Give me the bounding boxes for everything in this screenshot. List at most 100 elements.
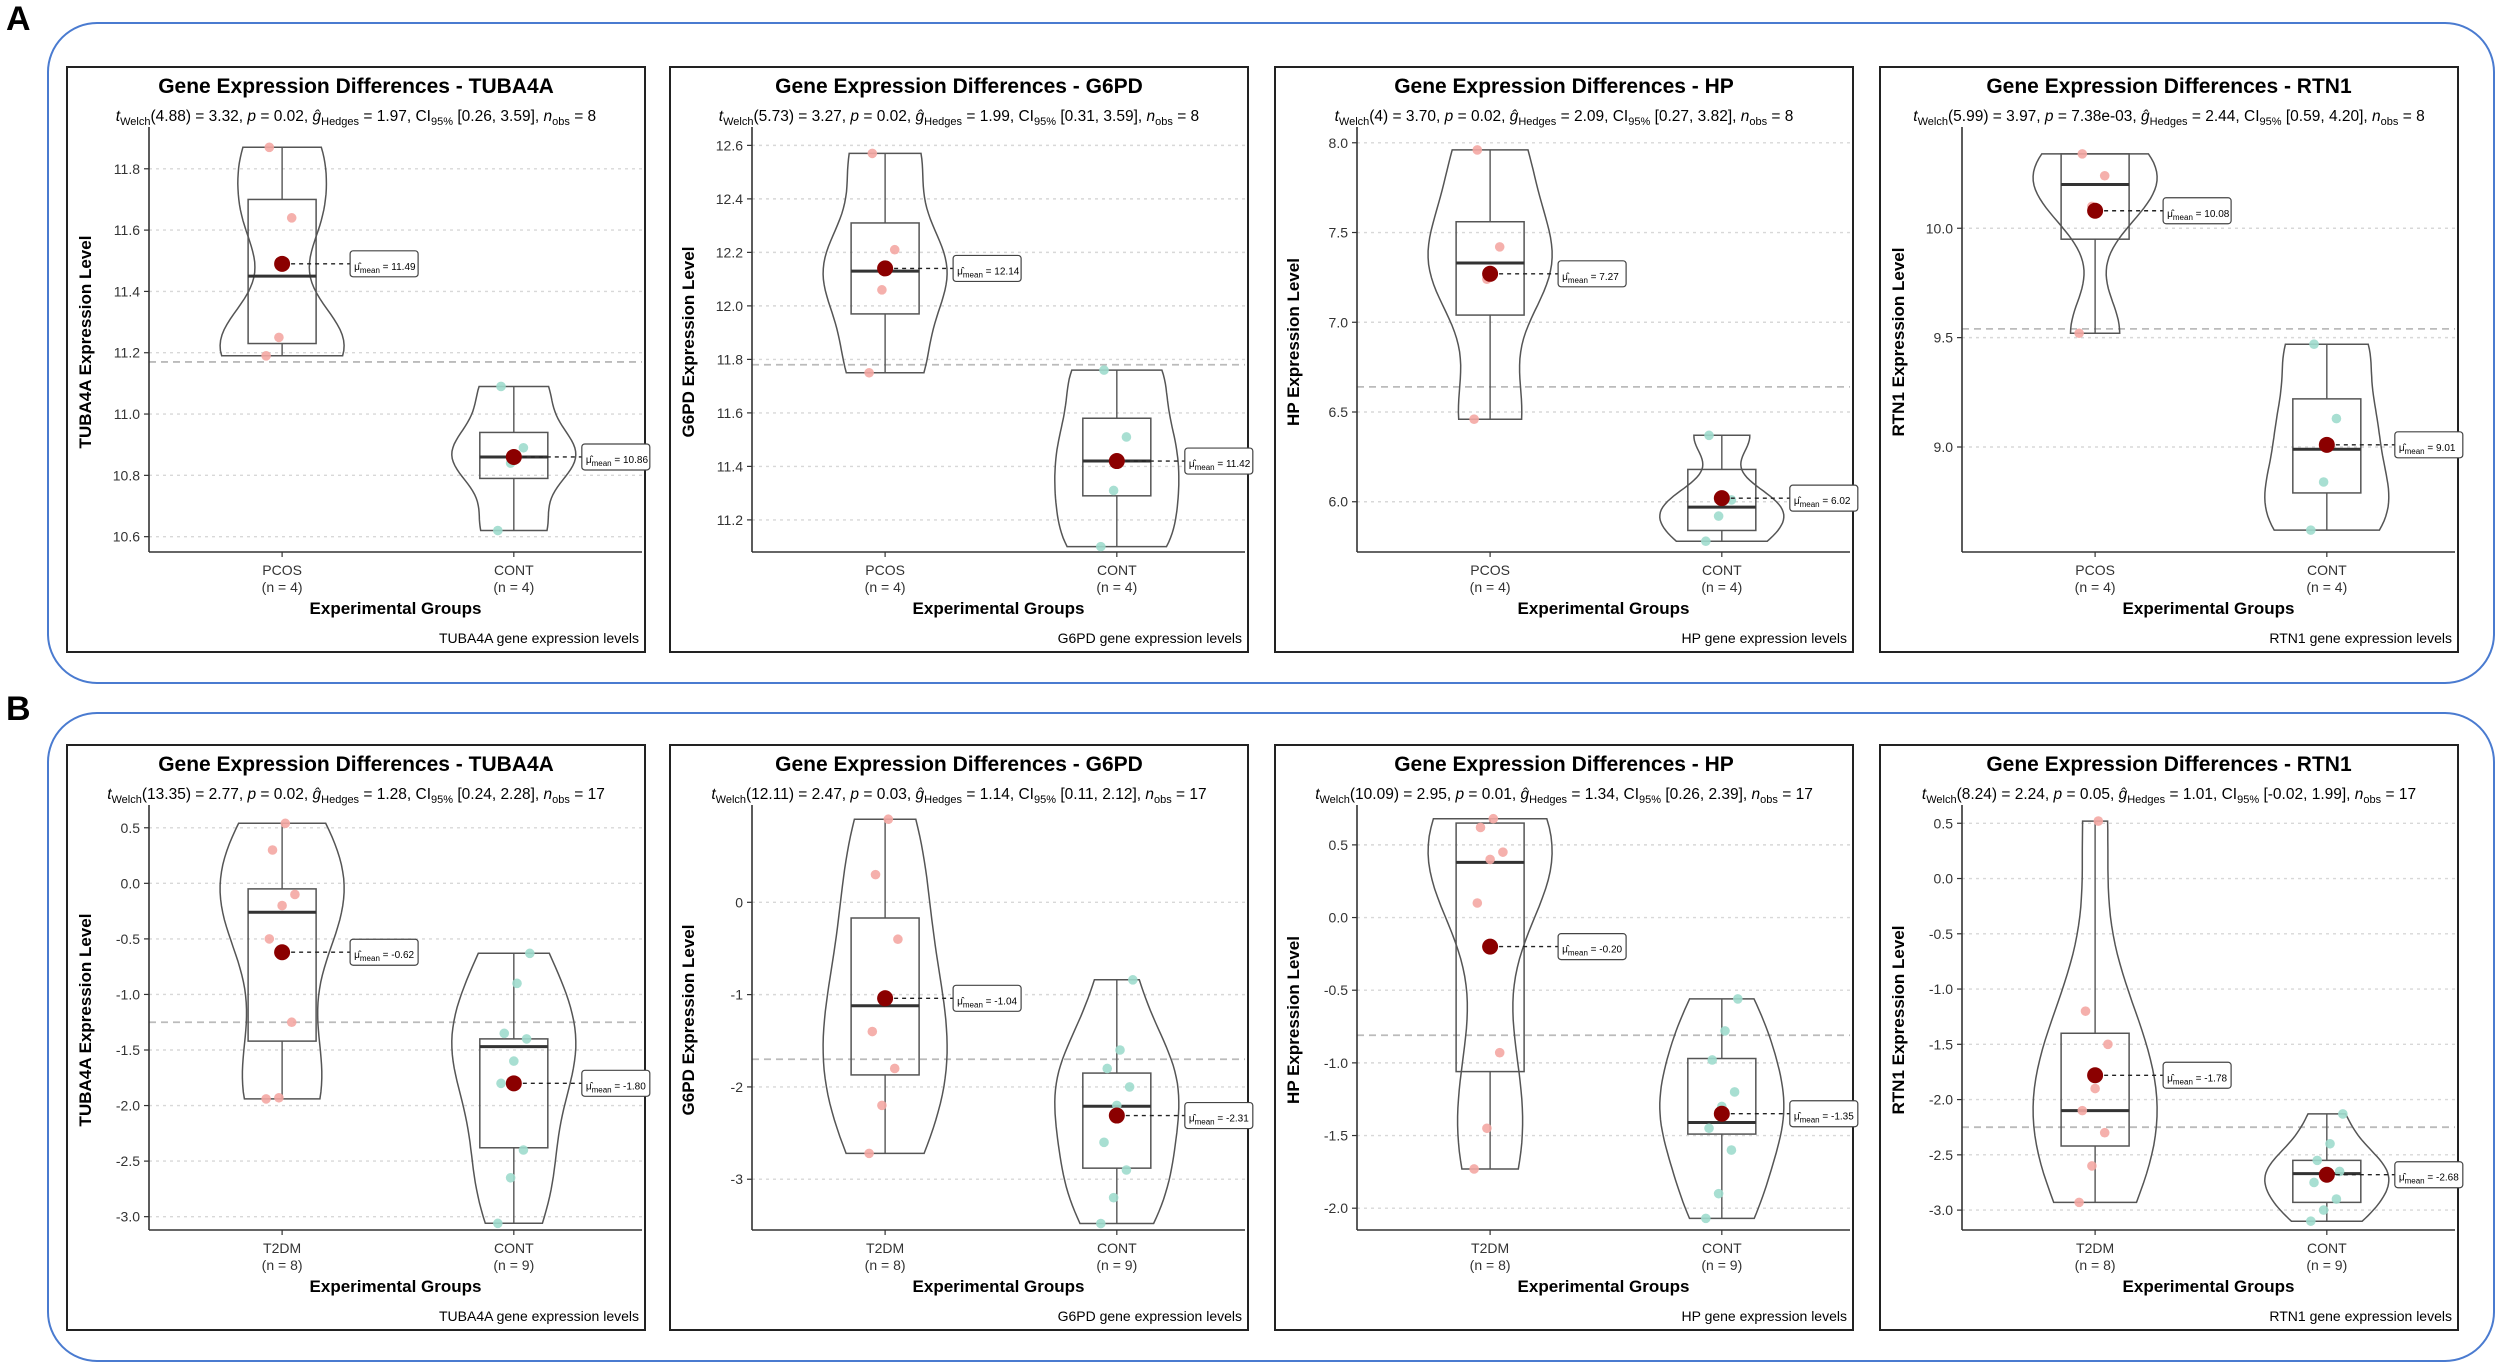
y-tick-label: 11.8 [717,351,743,367]
data-point [518,442,529,453]
data-point [2309,339,2319,349]
data-point [2099,1127,2110,1138]
x-axis-label: Experimental Groups [2123,1277,2295,1296]
y-tick-label: -3.0 [116,1209,140,1225]
data-point [2331,1194,2342,1204]
stats-subtitle: tWelch(4) = 3.70, p = 0.02, ĝHedges = 2.… [1335,108,1794,128]
data-point [2093,816,2104,826]
x-tick-label: T2DM [866,1240,904,1256]
data-point [1726,1145,1737,1155]
panel-border [669,66,1249,653]
y-tick-label: 11.2 [717,512,743,528]
mean-label: μ̂mean = 11.49 [354,261,416,275]
mean-label-box [1789,1100,1859,1128]
mean-point [1713,490,1730,507]
data-point [1469,414,1479,424]
chart-panel: Gene Expression Differences - RTN1 tWelch… [1879,66,2464,653]
data-point [2077,149,2088,159]
data-point [1096,1218,1106,1229]
panel-border [1274,66,1854,653]
mean-point [505,1075,522,1092]
y-axis-label: RTN1 Expression Level [1889,248,1908,437]
chart-title: Gene Expression Differences - RTN1 [1986,753,2352,776]
y-tick-label: 11.4 [114,283,140,299]
violin [219,146,345,357]
y-axis-label: RTN1 Expression Level [1889,926,1908,1115]
x-tick-label: CONT [2307,562,2347,578]
section-label-b: B [6,690,31,728]
section-label-a: A [6,0,31,38]
x-tick-label: PCOS [865,562,905,578]
chart-panel: Gene Expression Differences - G6PD tWelch… [669,744,1254,1331]
x-tick-label: T2DM [2076,1240,2114,1256]
mean-label: μ̂mean = -1.80 [586,1080,646,1094]
x-tick-count: (n = 9) [493,1257,534,1273]
data-point [883,814,894,825]
data-point [1494,242,1505,252]
y-axis-label: HP Expression Level [1284,936,1303,1104]
x-tick-label: CONT [2307,1240,2347,1256]
data-point [264,142,275,153]
data-point [1498,847,1508,857]
data-point [1485,854,1495,865]
data-point [864,1148,874,1159]
data-point [867,1026,878,1037]
y-tick-label: -1.5 [116,1042,140,1058]
data-point [1729,1087,1740,1097]
violin [2264,1113,2390,1222]
mean-point [2318,436,2335,453]
data-point [509,1056,519,1066]
y-tick-label: 0.0 [1329,910,1349,926]
violin [1054,369,1180,548]
section-b-frame [47,712,2495,1362]
data-point [2099,170,2110,181]
y-axis-label: TUBA4A Expression Level [76,914,95,1127]
mean-label: μ̂mean = 9.01 [2399,442,2456,456]
chart-caption: G6PD gene expression levels [1058,1308,1242,1324]
y-tick-label: -2.5 [116,1153,140,1169]
chart-panel: Gene Expression Differences - HP tWelch(1… [1274,744,1859,1331]
data-point [2306,1216,2316,1226]
data-point [867,148,878,159]
mean-label-box [1184,1101,1254,1130]
data-point [1488,813,1499,824]
data-point [261,350,271,361]
mean-label: μ̂mean = -0.62 [354,949,414,963]
panel-border [1274,744,1854,1331]
data-point [1720,1026,1730,1036]
mean-label-box [2394,1161,2464,1189]
data-point [525,948,535,959]
mean-point [1482,938,1499,955]
mean-label-box [952,254,1022,283]
y-tick-label: -1.0 [1324,1055,1348,1071]
stats-subtitle: tWelch(5.73) = 3.27, p = 0.02, ĝHedges =… [719,108,1199,128]
mean-point [274,944,291,961]
chart-panel: Gene Expression Differences - TUBA4A tWel… [66,744,651,1331]
y-tick-label: 12.6 [716,137,743,153]
data-point [2103,1039,2113,1050]
data-point [264,934,275,944]
data-point [261,1094,271,1104]
mean-label: μ̂mean = -1.04 [957,995,1017,1009]
data-point [518,1145,529,1155]
chart-title: Gene Expression Differences - HP [1394,753,1734,776]
violin [1659,434,1785,542]
data-point [496,381,506,392]
y-tick-label: 0.0 [1934,871,1954,887]
mean-label: μ̂mean = -1.35 [1794,1111,1854,1125]
data-point [889,244,900,255]
chart-panel: Gene Expression Differences - RTN1 tWelch… [1879,744,2464,1331]
mean-label-box [1789,484,1859,512]
violin [2264,343,2390,531]
chart-panel: Gene Expression Differences - TUBA4A tWel… [66,66,651,653]
x-tick-label: CONT [1702,1240,1742,1256]
x-tick-count: (n = 9) [1096,1257,1137,1273]
data-point [286,1017,297,1028]
mean-point [1108,1107,1125,1124]
chart-caption: RTN1 gene expression levels [2269,630,2452,646]
x-axis-label: Experimental Groups [913,1277,1085,1296]
x-tick-label: CONT [1097,562,1137,578]
panel-border [1879,66,2459,653]
mean-point [2087,1067,2104,1084]
